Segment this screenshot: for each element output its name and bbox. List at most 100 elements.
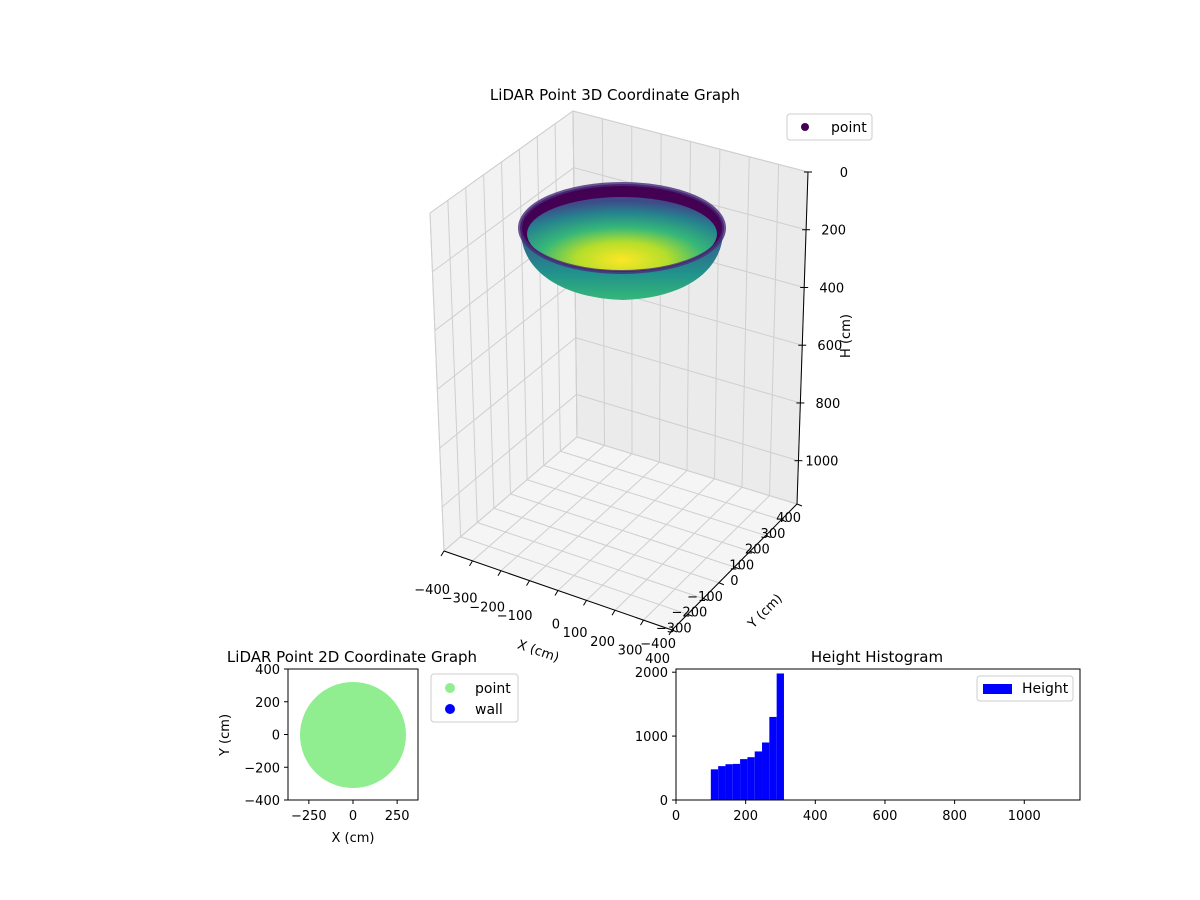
x-axis-label: X (cm): [515, 638, 561, 666]
x-tick-mark: [583, 600, 587, 606]
chart-2d-title: LiDAR Point 2D Coordinate Graph: [227, 648, 477, 666]
y-axis-label-2d: Y (cm): [218, 714, 233, 757]
grid-line: [429, 110, 809, 214]
x-tick-mark: [554, 590, 559, 596]
y-tick-mark: [687, 613, 693, 617]
x-tick-label: 800: [942, 809, 967, 824]
x-tick-label: 1000: [1008, 809, 1041, 824]
x-tick-mark: [469, 560, 473, 567]
y-tick-label: 400: [255, 663, 280, 678]
grid-line: [483, 174, 720, 584]
grid-line: [441, 393, 799, 508]
histogram-bar: [776, 673, 784, 800]
z-tick-label: 800: [816, 397, 841, 412]
y-tick-label: −100: [687, 590, 723, 605]
z-tick-label: 400: [819, 281, 844, 296]
x-tick-label: 400: [645, 652, 670, 667]
x-tick-mark: [640, 619, 644, 626]
z-axis-label: H (cm): [839, 314, 854, 358]
x-tick-label: 100: [563, 626, 588, 641]
histogram-bar: [740, 759, 748, 800]
grid-line: [501, 161, 735, 568]
histogram-bar: [718, 766, 726, 800]
chart-2d: LiDAR Point 2D Coordinate Graph −250 0 250…: [218, 648, 519, 846]
ticks-histogram: 0 200 400 600 800 1000 0 1000 2000: [635, 666, 1041, 824]
z-tick-label: 1000: [805, 455, 838, 470]
legend-2d-label-wall: wall: [475, 702, 503, 718]
legend-3d-marker: [801, 123, 809, 131]
x-tick-label: 200: [590, 635, 615, 650]
z-axis-line: [796, 171, 809, 505]
bowl-rim-highlight: [518, 182, 726, 274]
y-tick-label: 0: [730, 574, 738, 589]
z-tick-label: 200: [821, 224, 846, 239]
y-tick-mark: [671, 629, 678, 633]
y-tick-mark: [734, 566, 740, 570]
histogram-frame: [675, 668, 1081, 801]
histogram-title: Height Histogram: [811, 648, 943, 666]
grid-line: [439, 337, 801, 449]
y-tick-label: −200: [244, 761, 280, 776]
legend-2d-marker-point: [445, 683, 455, 693]
y-tick-label: 300: [761, 527, 786, 542]
y-tick-label: −300: [656, 621, 692, 636]
x-tick-label: −400: [414, 583, 450, 598]
y-tick-label: 200: [745, 543, 770, 558]
chart-3d-title: LiDAR Point 3D Coordinate Graph: [490, 86, 740, 104]
x-tick-label: −200: [469, 600, 505, 615]
legend-2d: point wall: [430, 673, 519, 723]
y-tick-label: 100: [729, 558, 754, 573]
x-tick-mark: [497, 570, 502, 577]
legend-histogram-swatch: [983, 684, 1012, 694]
z-tick-label: 600: [817, 339, 842, 354]
x-tick-label: 300: [618, 643, 643, 658]
ticks-2d: −250 0 250 −400 −200 0 200 400: [244, 663, 409, 824]
bowl-point-cloud: [518, 182, 726, 300]
x-tick-label: 0: [349, 809, 357, 824]
grid-line: [518, 149, 751, 552]
y-tick-label: 0: [660, 794, 668, 809]
x-tick-label: −250: [291, 809, 327, 824]
z-tick-label: 0: [840, 166, 848, 181]
legend-histogram: Height: [976, 675, 1074, 702]
histogram-bar: [747, 757, 755, 800]
grid-line: [465, 187, 704, 599]
histogram-bar: [732, 763, 741, 800]
y-tick-label: −200: [672, 606, 708, 621]
histogram-bar: [710, 769, 719, 800]
chart-histogram: Height Histogram 0 200 400 600 800 1000 0 1000 2…: [635, 648, 1081, 824]
x-tick-mark: [440, 550, 445, 557]
legend-histogram-frame: [976, 675, 1074, 702]
y-tick-mark: [765, 535, 771, 538]
x-tick-label: 400: [803, 809, 828, 824]
legend-3d-frame: [786, 113, 873, 141]
legend-2d-marker-wall: [445, 704, 455, 714]
x-tick-mark: [611, 609, 616, 616]
point-disk: [300, 682, 406, 788]
x-tick-label: 600: [873, 809, 898, 824]
histogram-bar: [762, 742, 770, 800]
x-tick-mark: [526, 580, 530, 586]
x-tick-label: 0: [552, 618, 560, 633]
y-tick-label: 400: [776, 511, 801, 526]
y-tick-label: 2000: [635, 666, 668, 681]
ticks-3d: −400−300−200−1000100200300400−400−300−20…: [414, 166, 848, 667]
y-tick-mark: [749, 550, 756, 554]
chart-3d: LiDAR Point 3D Coordinate Graph −400−300…: [414, 86, 873, 667]
y-tick-label: 0: [272, 729, 280, 744]
y-tick-mark: [781, 519, 787, 523]
histogram-bar: [725, 764, 733, 800]
x-tick-label: −100: [497, 609, 533, 624]
y-axis-label: Y (cm): [745, 591, 786, 632]
grid-line: [447, 200, 688, 615]
y-tick-mark: [718, 582, 725, 586]
histogram-bars: [710, 673, 784, 800]
y-tick-label: 200: [255, 696, 280, 711]
x-tick-label: −300: [442, 592, 478, 607]
legend-3d-label: point: [831, 120, 867, 136]
legend-histogram-label: Height: [1022, 681, 1069, 697]
x-tick-label: 250: [385, 809, 410, 824]
legend-2d-label-point: point: [475, 681, 511, 697]
histogram-bar: [769, 716, 777, 800]
y-tick-label: −400: [640, 637, 676, 652]
